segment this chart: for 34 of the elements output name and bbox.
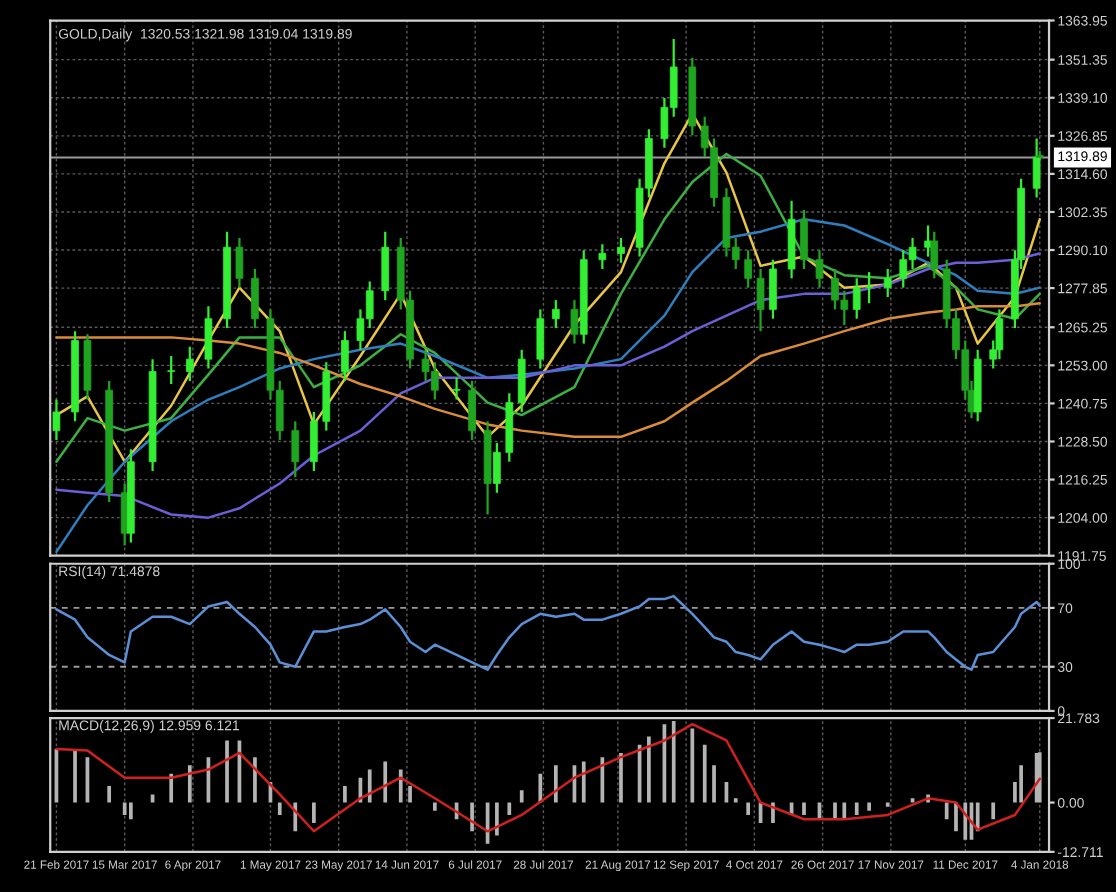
candlestick [744, 249, 752, 289]
candlestick [800, 208, 808, 271]
candlestick [452, 376, 461, 401]
candlestick [381, 230, 390, 302]
candlestick [570, 298, 579, 345]
candlestick [552, 298, 560, 330]
candlestick [493, 441, 501, 494]
candlestick [756, 267, 765, 333]
candlestick [52, 398, 61, 442]
candlestick [341, 330, 349, 382]
candlestick [598, 243, 607, 271]
candlestick [310, 410, 318, 473]
line-series [55, 722, 1041, 833]
candlestick [995, 308, 1004, 361]
candlestick [617, 236, 625, 264]
line-series [55, 301, 1041, 439]
candlestick [883, 267, 892, 299]
candlestick [468, 379, 476, 442]
candlestick [235, 236, 244, 289]
candlestick [167, 354, 176, 386]
candlestick [769, 258, 777, 320]
candlestick [291, 420, 300, 479]
candlestick [251, 267, 259, 330]
line-series [55, 218, 1041, 554]
candlestick [924, 224, 932, 258]
candlestick [930, 230, 939, 280]
candlestick [815, 249, 824, 289]
candlestick [517, 348, 526, 414]
candlestick [185, 345, 194, 382]
candlestick [536, 308, 545, 370]
line-series [55, 594, 1041, 671]
candlestick [204, 305, 213, 370]
candlestick [865, 271, 873, 305]
candlestick [852, 277, 861, 320]
